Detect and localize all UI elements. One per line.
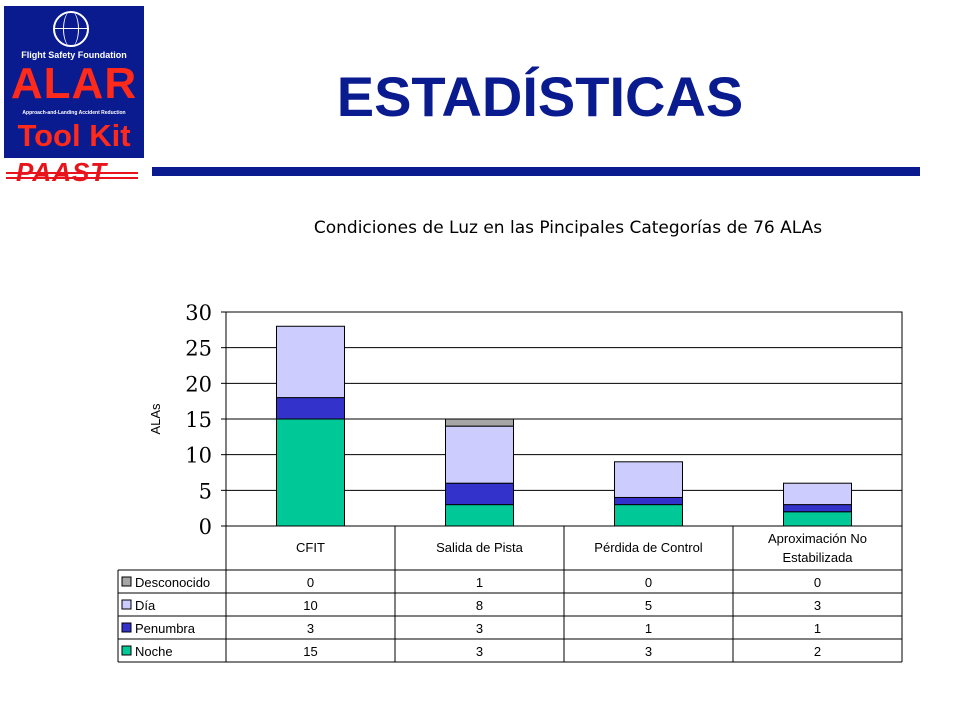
legend-key-día — [121, 599, 132, 610]
table-cell-value: 3 — [814, 598, 821, 613]
table-cell-value: 0 — [645, 575, 652, 590]
logo-kit: Tool Kit — [17, 118, 131, 153]
legend-label: Penumbra — [135, 621, 196, 636]
table-cell-value: 2 — [814, 644, 821, 659]
logo-org: Flight Safety Foundation — [21, 50, 127, 60]
bar-segment-día — [783, 482, 852, 506]
bar-segment-penumbra — [614, 496, 683, 506]
category-label: CFIT — [296, 540, 325, 555]
globe-icon — [53, 11, 89, 47]
legend-key-desconocido — [121, 576, 132, 587]
y-axis-label: ALAs — [148, 403, 163, 435]
category-label: Pérdida de Control — [594, 540, 703, 555]
bar-segment-penumbra — [276, 397, 345, 420]
logo-subtitle: Approach-and-Landing Accident Reduction — [22, 110, 126, 116]
bar-segment-penumbra — [783, 504, 852, 513]
legend-label: Noche — [135, 644, 173, 659]
legend-label: Día — [135, 598, 156, 613]
y-tick-label: 25 — [185, 337, 212, 361]
bar-segment-día — [445, 425, 514, 484]
table-cell-value: 3 — [476, 621, 483, 636]
table-cell-value: 1 — [645, 621, 652, 636]
legend-key-noche — [121, 645, 132, 656]
legend-label: Desconocido — [135, 575, 210, 590]
bar-segment-desconocido — [445, 418, 514, 427]
table-cell-value: 1 — [814, 621, 821, 636]
table-cell-value: 3 — [476, 644, 483, 659]
bar-segment-noche — [445, 504, 514, 527]
bar-segment-día — [614, 461, 683, 498]
alar-logo: Flight Safety Foundation ALAR Approach-a… — [4, 6, 144, 158]
table-cell-value: 0 — [307, 575, 314, 590]
paast-underline-bottom — [6, 177, 138, 179]
paast-underline-top — [6, 172, 138, 174]
chart-title: Condiciones de Luz en las Pincipales Cat… — [314, 218, 822, 238]
y-tick-label: 30 — [185, 301, 212, 325]
table-cell-value: 8 — [476, 598, 483, 613]
table-cell-value: 3 — [645, 644, 652, 659]
table-cell-value: 5 — [645, 598, 652, 613]
logo-name: ALAR — [10, 59, 138, 108]
y-tick-label: 0 — [199, 515, 212, 539]
bar-segment-día — [276, 325, 345, 399]
bar-segment-penumbra — [445, 482, 514, 506]
legend-key-penumbra — [121, 622, 132, 633]
page-title: ESTADÍSTICAS — [336, 65, 744, 128]
table-cell-value: 15 — [303, 644, 317, 659]
table-cell-value: 10 — [303, 598, 317, 613]
bar-segment-noche — [783, 511, 852, 527]
table-cell-value: 3 — [307, 621, 314, 636]
y-tick-label: 20 — [185, 372, 212, 396]
category-label-line1: Aproximación No — [768, 531, 867, 546]
table-cell-value: 1 — [476, 575, 483, 590]
table-cell-value: 0 — [814, 575, 821, 590]
y-tick-label: 15 — [185, 408, 212, 432]
bar-segment-noche — [614, 504, 683, 527]
y-tick-label: 10 — [185, 444, 212, 468]
title-rule — [152, 167, 920, 176]
bar-segment-noche — [276, 418, 345, 527]
y-tick-label: 5 — [199, 479, 212, 503]
paast-tag: PAAST — [16, 157, 108, 187]
category-label: Salida de Pista — [436, 540, 523, 555]
category-label-line2: Estabilizada — [782, 550, 853, 565]
